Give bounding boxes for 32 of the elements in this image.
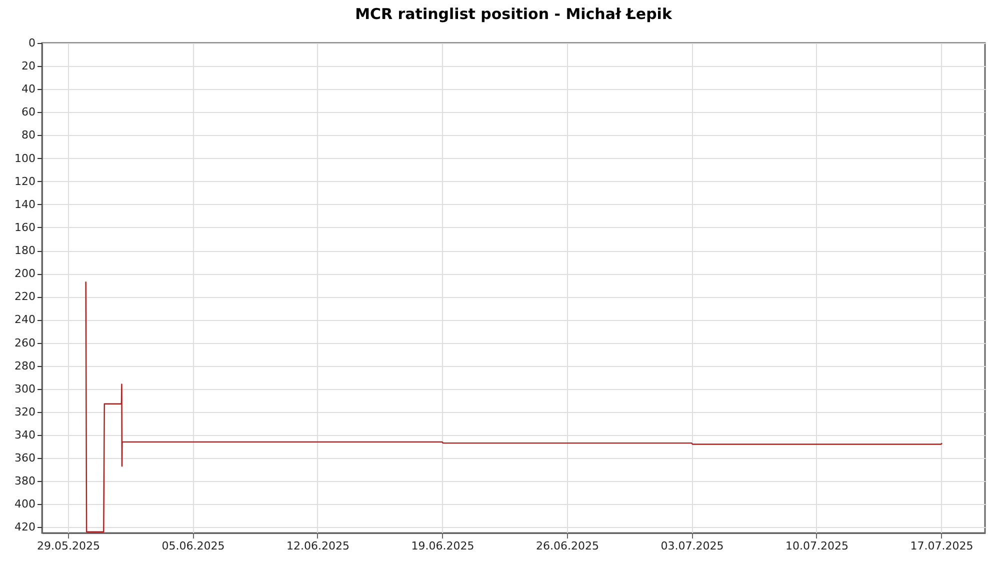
y-tick-label: 20 [22, 60, 36, 73]
y-tick-label: 380 [14, 474, 36, 488]
y-tick-label: 220 [14, 290, 36, 304]
y-tick-label: 200 [14, 267, 36, 280]
x-tick-label: 29.05.2025 [36, 540, 100, 552]
y-tick-label: 140 [14, 198, 36, 211]
y-tick-label: 40 [22, 82, 36, 96]
chart-title: MCR ratinglist position - Michał Łepik [355, 5, 673, 23]
y-tick-label: 60 [22, 106, 36, 119]
y-tick-label: 240 [14, 313, 36, 326]
y-tick-label: 260 [14, 336, 36, 350]
x-tick-label: 26.06.2025 [536, 540, 599, 552]
y-tick-label: 420 [14, 520, 36, 534]
x-tick-label: 17.07.2025 [910, 540, 974, 552]
y-tick-label: 100 [14, 152, 36, 165]
y-tick-label: 160 [14, 220, 36, 234]
y-tick-label: 180 [14, 244, 36, 258]
line-series [85, 281, 943, 532]
y-tick-label: 80 [22, 128, 36, 142]
y-tick-label: 280 [14, 359, 36, 372]
y-tick-label: 0 [28, 36, 36, 50]
y-tick-label: 320 [14, 405, 36, 418]
x-tick-label: 05.06.2025 [162, 540, 225, 552]
x-tick-label: 03.07.2025 [660, 540, 724, 552]
x-tick-label: 19.06.2025 [411, 540, 474, 552]
x-tick-label: 12.06.2025 [286, 540, 350, 552]
y-tick-label: 400 [14, 498, 36, 511]
y-tick-label: 340 [14, 428, 36, 442]
y-tick-label: 300 [14, 382, 36, 396]
x-tick-label: 10.07.2025 [785, 540, 848, 552]
y-tick-label: 120 [14, 174, 36, 188]
y-tick-label: 360 [14, 452, 36, 465]
